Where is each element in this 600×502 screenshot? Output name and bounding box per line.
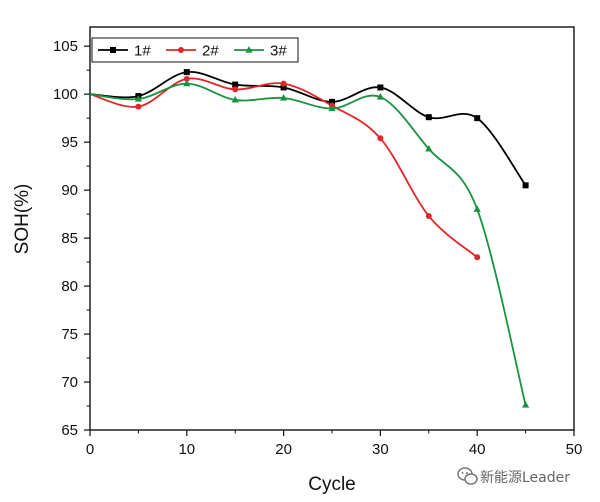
series-1-point [183,69,190,76]
y-tick-label: 75 [61,326,78,343]
series-1 [89,69,529,189]
series-2-point [183,75,190,82]
series-1-point [329,98,335,105]
legend-label: 1# [134,43,151,60]
x-tick-label: 50 [566,441,583,458]
series-1-point [280,84,287,91]
series-3-point [522,401,530,408]
y-tick-label: 105 [53,38,78,55]
y-tick-label: 95 [61,134,78,151]
watermark-text: 新能源Leader [480,470,570,486]
legend-label: 3# [270,43,287,60]
series-3-point [183,79,191,87]
plot-frame [89,26,575,431]
series-3-point [134,94,142,102]
legend-item-1: 1# [98,43,151,60]
legend-swatch-marker [178,47,184,53]
series-3-point [231,95,239,103]
legend-label: 2# [202,43,219,60]
x-axis-title: Cycle [308,474,356,495]
watermark: 新能源Leader [457,467,570,486]
series-2-point [232,86,239,93]
x-tick-label: 0 [86,441,94,458]
wechat-icon [457,467,478,485]
series-2-point [280,80,287,87]
series-2-point [425,213,432,220]
series-1-line [89,71,527,186]
y-tick-label: 70 [61,374,78,391]
y-axis-title: SOH(%) [12,184,33,255]
series-3-point [473,205,481,212]
series-1-point [522,182,529,189]
series-1-point [425,114,432,121]
axes: 0 10 20 30 40 50 65 70 75 80 85 90 95 100 105 [53,26,583,458]
x-tick-label: 30 [372,441,389,458]
legend-swatch-marker [110,47,116,53]
series-2-point [474,254,481,261]
y-tick-label: 90 [61,182,78,199]
y-tick-label: 65 [61,422,78,439]
y-tick-label: 100 [53,86,78,103]
y-tick-label: 85 [61,230,78,247]
series-3-point [280,94,288,101]
series-2-point [135,103,142,110]
x-tick-label: 20 [275,441,292,458]
y-tick-label: 80 [61,278,78,295]
series-3-point [425,144,433,152]
series-1-point [232,81,239,88]
series-2-line [89,77,478,258]
series-1-point [474,115,481,122]
series-3-point [376,93,384,100]
legend-item-3: 3# [234,43,287,60]
x-tick-label: 40 [469,441,486,458]
legend: 1# 2# 3# [91,37,299,63]
series-2 [89,75,481,261]
x-tick-label: 10 [178,441,195,458]
series-layer [89,69,530,408]
series-3-point [328,104,336,112]
legend-swatch-marker [245,46,253,53]
series-3 [89,79,530,408]
series-1-point [377,84,384,91]
series-2-point [377,135,384,142]
legend-item-2: 2# [166,43,219,60]
